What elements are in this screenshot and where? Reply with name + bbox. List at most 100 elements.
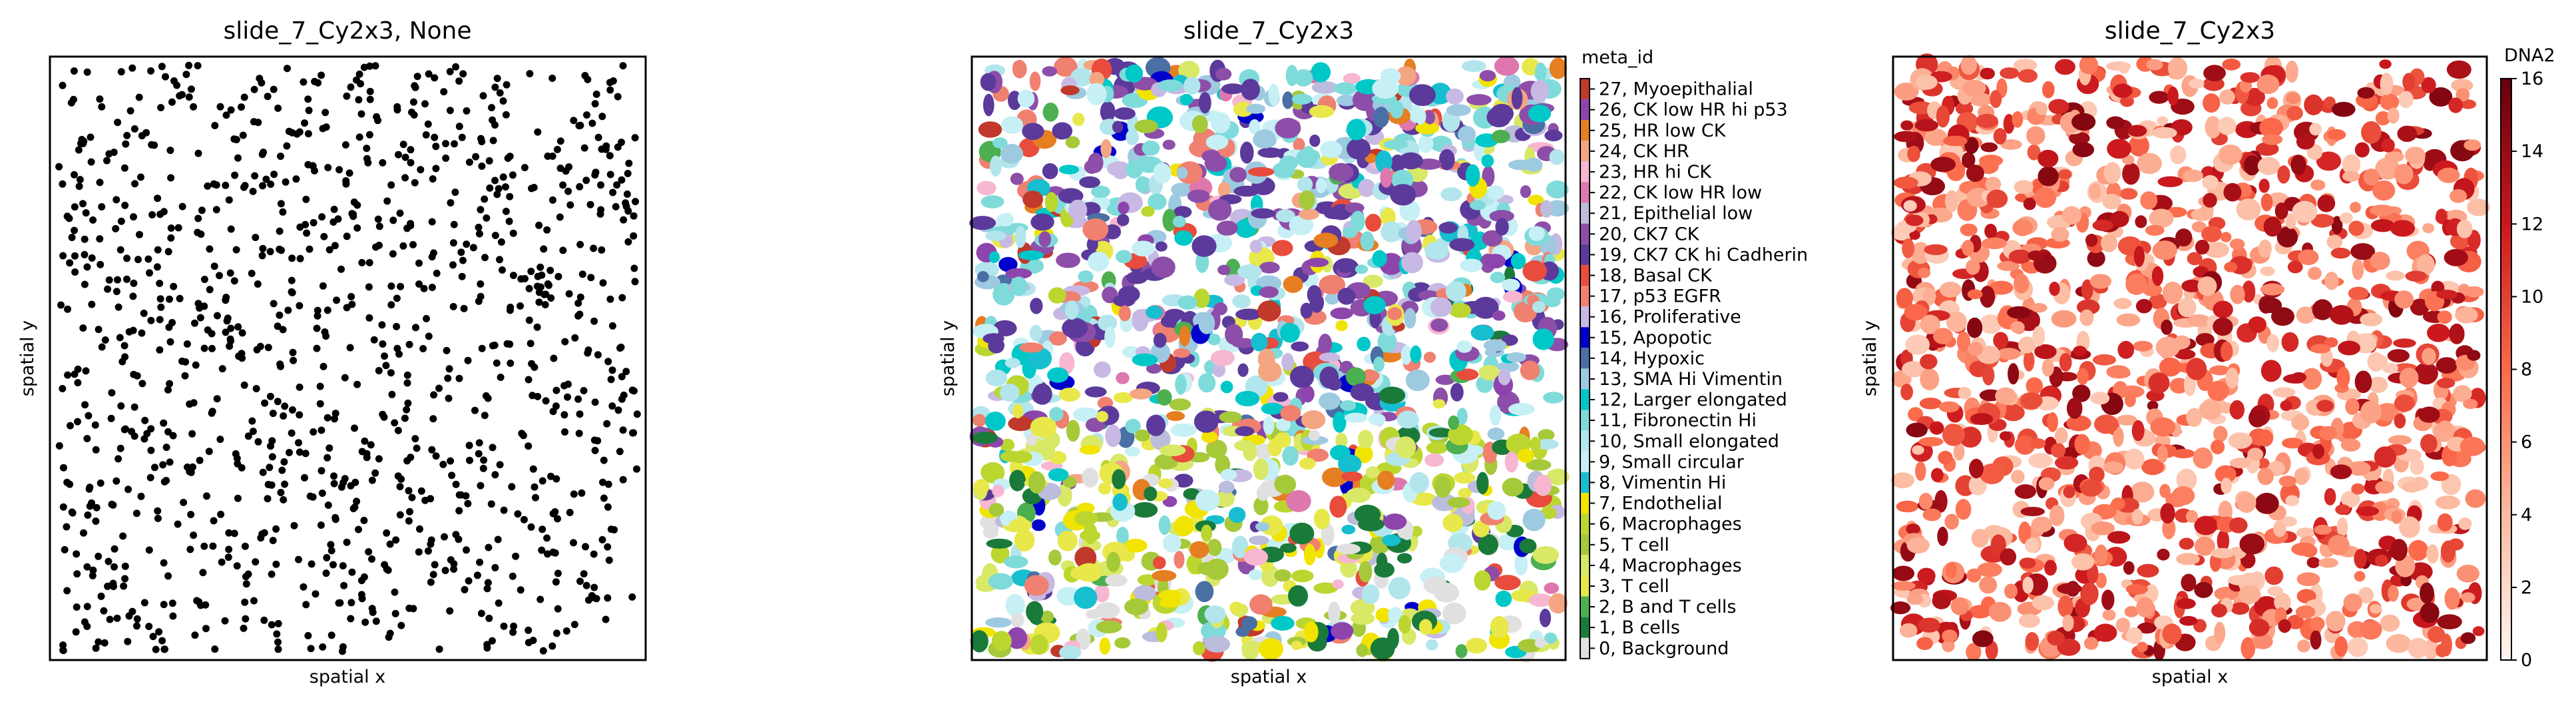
point (607, 376, 615, 384)
cell-mark (1442, 514, 1463, 532)
cell-mark (2351, 483, 2365, 495)
cell-mark (1079, 445, 1100, 455)
cell-mark (2244, 88, 2266, 107)
point (270, 85, 278, 93)
cell-mark (2421, 77, 2436, 93)
cell-mark (1502, 278, 1520, 292)
legend-swatch (1580, 348, 1590, 369)
point (121, 562, 129, 570)
point (323, 553, 331, 561)
point (168, 318, 176, 326)
point (264, 481, 272, 488)
cell-mark (2057, 169, 2072, 180)
legend-swatch (1580, 306, 1590, 328)
cell-mark (1210, 350, 1235, 366)
cell-mark (2291, 414, 2310, 431)
point (576, 240, 584, 248)
point (214, 312, 221, 320)
cell-mark (2310, 344, 2331, 354)
cell-mark (2282, 438, 2304, 449)
cell-mark (2336, 518, 2348, 537)
point (339, 562, 347, 569)
point (486, 184, 494, 192)
cell-mark (1089, 71, 1105, 87)
point (264, 495, 272, 503)
point (485, 157, 493, 165)
cell-mark (1375, 607, 1392, 623)
cell-mark (2317, 194, 2336, 212)
point (366, 87, 374, 95)
legend-label: 14, Hypoxic (1599, 348, 1705, 369)
cell-mark (1341, 471, 1363, 482)
panel-2-title: slide_7_Cy2x3 (1183, 17, 1354, 45)
point (317, 522, 325, 529)
cell-mark (1000, 450, 1024, 462)
point (156, 346, 164, 354)
cell-mark (1455, 644, 1468, 659)
point (353, 76, 360, 84)
cell-mark (1175, 374, 1187, 395)
cell-mark (1241, 641, 1265, 654)
cell-mark (1029, 71, 1041, 91)
point (59, 503, 67, 511)
cell-mark (2176, 468, 2197, 492)
point (73, 570, 81, 578)
legend-label: 4, Macrophages (1599, 555, 1742, 576)
cell-mark (2117, 340, 2135, 359)
point (98, 343, 106, 351)
point (424, 547, 432, 555)
cell-mark (1962, 79, 1986, 97)
cell-mark (2224, 262, 2238, 272)
point (514, 510, 522, 518)
cell-mark (1894, 83, 1919, 101)
cell-mark (2370, 502, 2389, 522)
point (230, 530, 238, 537)
point (213, 395, 221, 403)
cell-mark (1299, 208, 1319, 220)
point (582, 543, 589, 551)
legend-swatch (1580, 286, 1590, 307)
point (318, 213, 326, 221)
cell-mark (2034, 344, 2057, 360)
cell-mark (1022, 190, 1044, 208)
cell-mark (1472, 520, 1490, 537)
cell-mark (2214, 621, 2226, 645)
point (447, 556, 455, 564)
point (364, 159, 372, 167)
point (194, 214, 202, 222)
cell-mark (999, 383, 1020, 402)
cell-mark (1249, 119, 1261, 135)
point (222, 181, 230, 189)
point (100, 607, 108, 615)
point (166, 338, 174, 346)
point (527, 523, 535, 531)
point (73, 550, 81, 558)
point (378, 321, 386, 329)
point (341, 141, 349, 149)
cell-mark (2455, 306, 2478, 324)
cell-mark (1418, 134, 1434, 153)
point (252, 234, 260, 241)
point (273, 630, 281, 638)
point (89, 566, 97, 574)
point (162, 477, 170, 484)
point (288, 276, 296, 284)
cell-mark (1077, 502, 1095, 514)
cell-mark (1048, 549, 1062, 566)
cell-mark (1104, 326, 1116, 348)
point (266, 464, 274, 472)
point (552, 402, 560, 410)
cell-mark (2256, 74, 2280, 95)
point (512, 552, 520, 560)
cell-mark (2267, 586, 2284, 597)
cell-mark (1967, 317, 1983, 338)
point (375, 222, 383, 230)
cell-mark (2025, 537, 2039, 553)
point (407, 454, 415, 462)
cell-mark (2020, 507, 2045, 516)
point (347, 482, 355, 490)
point (604, 480, 612, 488)
point (280, 412, 288, 420)
point (565, 290, 573, 298)
cell-mark (2380, 93, 2400, 111)
